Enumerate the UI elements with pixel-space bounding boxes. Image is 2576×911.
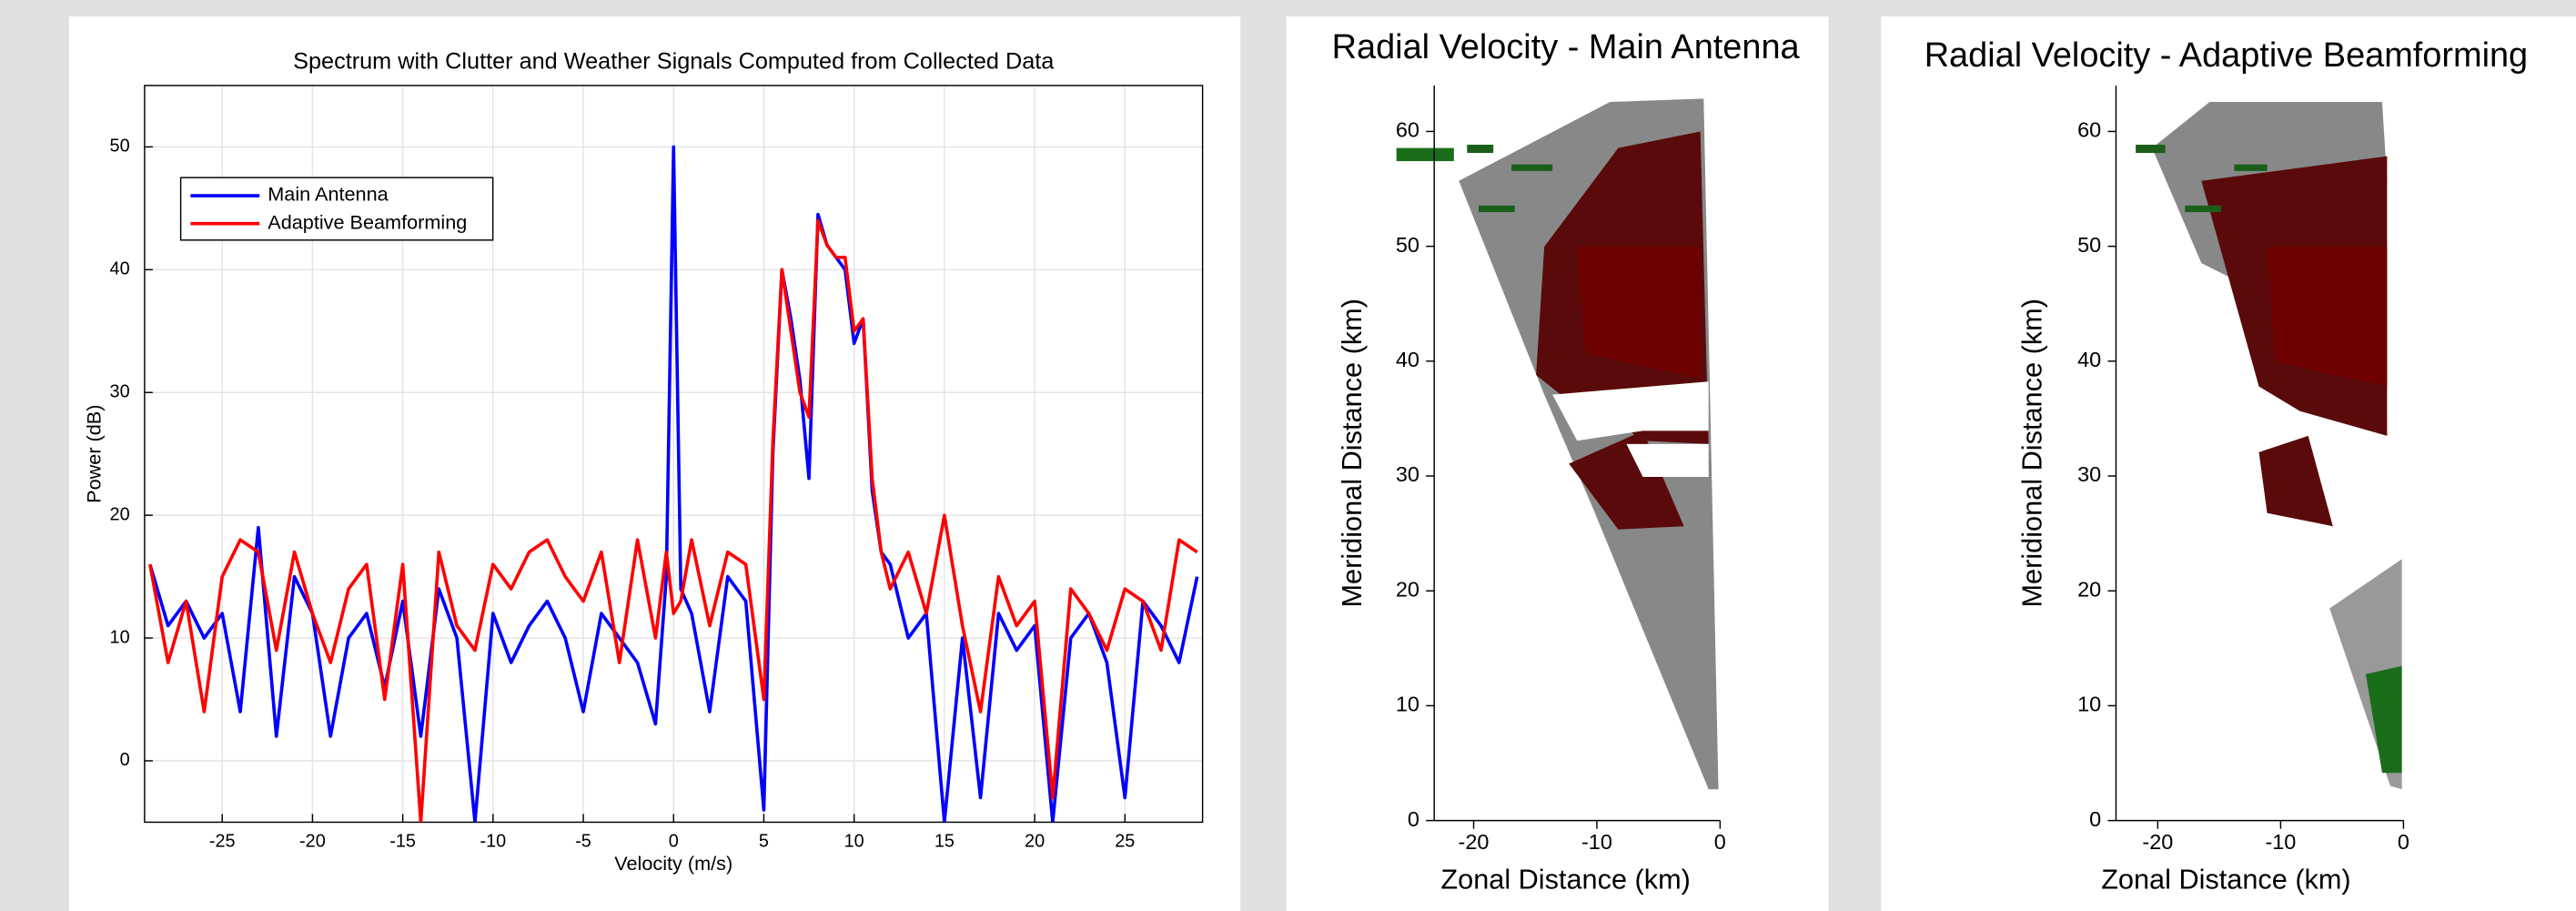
y-tick-label: 20 (2077, 577, 2101, 601)
y-tick-label: 0 (1408, 807, 1419, 831)
x-tick-label: -20 (299, 831, 326, 851)
y-tick-label: 50 (110, 137, 130, 157)
y-tick-label: 40 (2077, 348, 2101, 371)
y-tick-label: 40 (110, 259, 130, 279)
y-tick-label: 10 (2077, 693, 2101, 716)
x-axis-label: Zonal Distance (km) (2101, 864, 2350, 896)
x-tick-label: 15 (934, 831, 955, 851)
x-tick-label: -10 (480, 831, 506, 851)
x-axis-label: Velocity (m/s) (614, 852, 732, 875)
x-tick-label: 0 (1714, 830, 1726, 854)
chart-title: Spectrum with Clutter and Weather Signal… (293, 48, 1055, 74)
x-axis-label: Zonal Distance (km) (1440, 864, 1690, 896)
x-tick-label: -10 (2265, 830, 2296, 854)
y-tick-label: 0 (120, 750, 130, 770)
x-tick-label: 0 (669, 831, 679, 851)
y-tick-label: 20 (1396, 577, 1419, 601)
x-tick-label: 25 (1115, 831, 1135, 851)
radar-image (1396, 98, 1719, 790)
y-tick-label: 40 (1396, 348, 1419, 371)
y-tick-label: 50 (1396, 233, 1419, 257)
y-tick-label: 0 (2089, 807, 2101, 831)
data-line (148, 145, 1199, 823)
x-tick-label: -10 (1581, 830, 1612, 854)
x-tick-label: 5 (759, 831, 769, 851)
x-tick-label: 0 (2398, 830, 2409, 854)
radar-image (2136, 102, 2402, 790)
x-tick-label: 20 (1025, 831, 1045, 851)
x-tick-label: -15 (389, 831, 416, 851)
y-axis-label: Meridional Distance (km) (2015, 299, 2047, 608)
data-line (148, 218, 1198, 823)
legend-label: Adaptive Beamforming (268, 210, 467, 233)
x-tick-label: -20 (2142, 830, 2173, 854)
x-tick-label: -20 (1459, 830, 1490, 854)
y-tick-label: 30 (110, 381, 130, 401)
x-tick-label: -25 (209, 831, 236, 851)
y-tick-label: 10 (1396, 693, 1419, 716)
panel (68, 16, 1241, 911)
y-axis-label: Power (dB) (82, 405, 105, 503)
legend-box (179, 177, 494, 241)
y-tick-label: 10 (110, 627, 130, 647)
plot-frame (144, 85, 1204, 824)
y-axis-label: Meridional Distance (km) (1336, 299, 1368, 608)
y-tick-label: 60 (2077, 118, 2101, 142)
x-tick-label: -5 (575, 831, 591, 851)
chart-title: Radial Velocity - Main Antenna (1332, 28, 1801, 66)
y-tick-label: 30 (1396, 462, 1419, 486)
chart-title: Radial Velocity - Adaptive Beamforming (1924, 36, 2528, 75)
x-tick-label: 10 (844, 831, 864, 851)
legend-label: Main Antenna (268, 183, 389, 206)
y-tick-label: 60 (1396, 118, 1419, 142)
y-tick-label: 20 (110, 504, 130, 524)
y-tick-label: 50 (2077, 233, 2101, 257)
y-tick-label: 30 (2077, 462, 2101, 486)
